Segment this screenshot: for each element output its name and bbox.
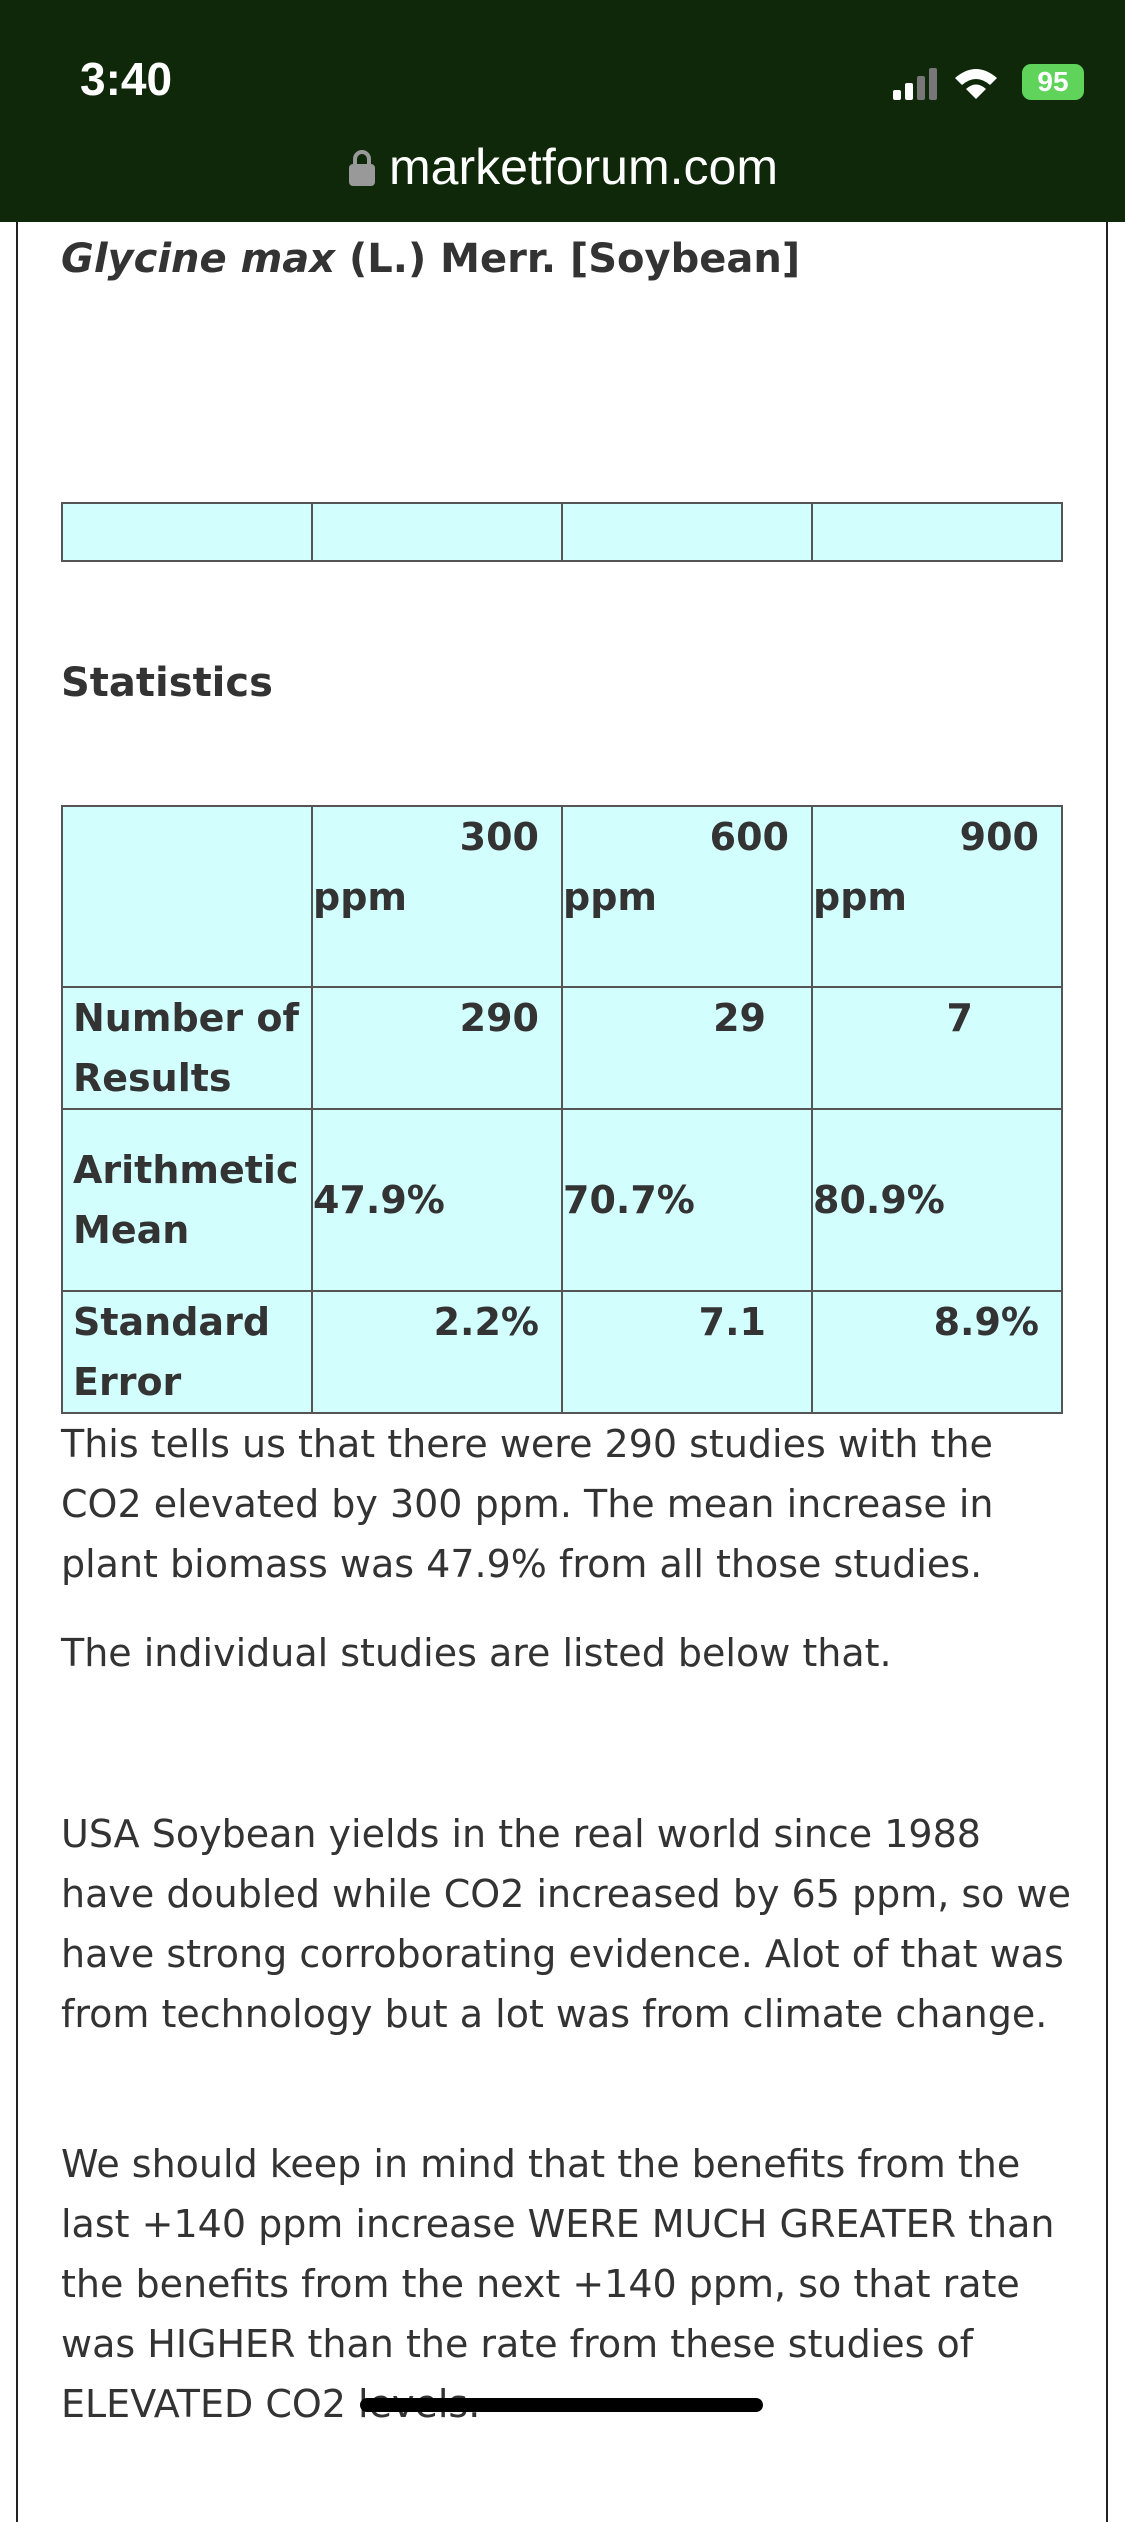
stats-table: 300 ppm 600 ppm 900 ppm Number of Results 2… — [61, 805, 1063, 1414]
header-cell: 900 ppm — [811, 805, 1063, 988]
header-cell: 300 ppm — [311, 805, 563, 988]
signal-wifi-icons — [893, 68, 997, 100]
paragraph: This tells us that there were 290 studie… — [61, 1422, 994, 1586]
corner-cell — [61, 805, 313, 988]
cell: 7.1 — [561, 1290, 813, 1414]
row-label: Number of Results — [61, 986, 313, 1110]
url-text: marketforum.com — [389, 139, 778, 195]
lock-icon — [349, 150, 376, 186]
empty-table — [61, 502, 1063, 562]
species-latin: Glycine max — [61, 236, 336, 282]
clock: 3:40 — [80, 53, 173, 105]
cell: 80.9% — [811, 1108, 1063, 1292]
section-heading: Statistics — [61, 660, 273, 706]
home-indicator — [360, 2398, 763, 2412]
row-label: Standard Error — [61, 1290, 313, 1414]
post-frame — [16, 222, 1108, 2522]
cell: 8.9% — [811, 1290, 1063, 1414]
paragraph: The individual studies are listed below … — [61, 1631, 892, 1675]
species-heading: Glycine max (L.) Merr. [Soybean] — [61, 236, 800, 282]
paragraph: USA Soybean yields in the real world sin… — [61, 1812, 1071, 2036]
cell: 7 — [811, 986, 1063, 1110]
cell: 47.9% — [311, 1108, 563, 1292]
cell: 29 — [561, 986, 813, 1110]
cell: 290 — [311, 986, 563, 1110]
url-bar[interactable]: marketforum.com — [0, 138, 1125, 196]
header-cell: 600 ppm — [561, 805, 813, 988]
cell: 70.7% — [561, 1108, 813, 1292]
cell: 2.2% — [311, 1290, 563, 1414]
species-rest: (L.) Merr. [Soybean] — [348, 236, 801, 282]
status-bar: 3:40 95 marketforum.com — [0, 0, 1125, 222]
battery: 95 — [1022, 64, 1084, 100]
row-label: Arithmetic Mean — [61, 1108, 313, 1292]
paragraph: We should keep in mind that the benefits… — [61, 2142, 1055, 2426]
